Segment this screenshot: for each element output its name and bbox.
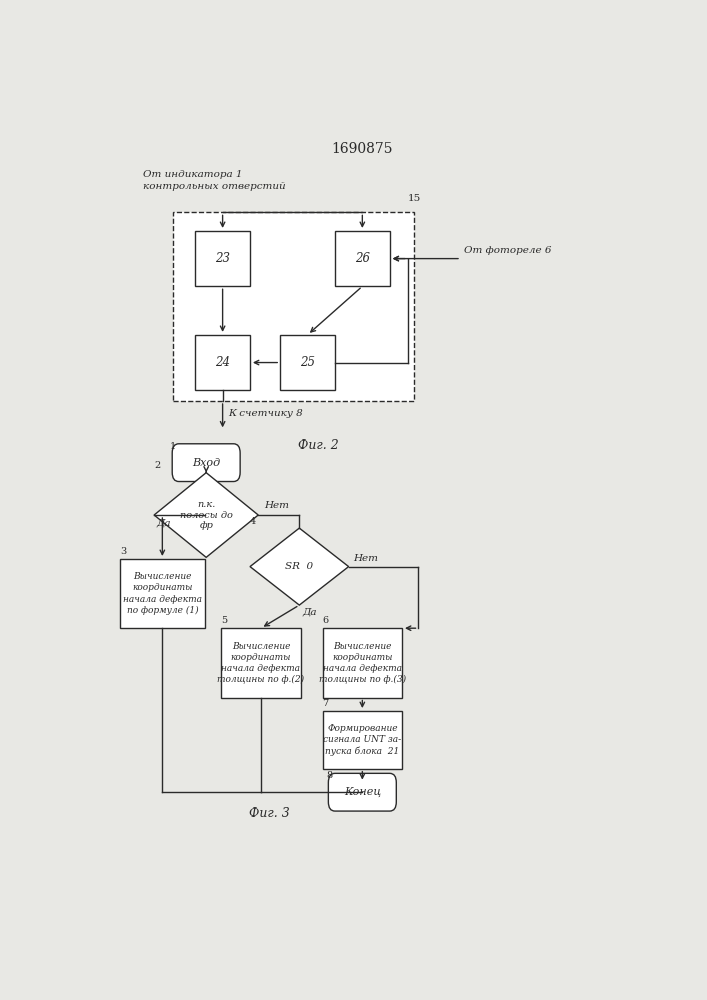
Bar [335,231,390,286]
Text: От фотореле 6: От фотореле 6 [464,246,551,255]
Text: SR  0: SR 0 [285,562,313,571]
Bar [322,711,402,769]
Text: Вычисление
координаты
начала дефекта
толщины по ф.(2): Вычисление координаты начала дефекта тол… [218,642,305,684]
Bar [221,628,300,698]
Text: Вычисление
координаты
начала дефекта
по формуле (1): Вычисление координаты начала дефекта по … [123,572,201,615]
Text: 4: 4 [250,517,256,526]
Text: Да: Да [302,607,317,616]
Text: 25: 25 [300,356,315,369]
Text: 7: 7 [322,699,329,708]
Text: 23: 23 [215,252,230,265]
Text: 1690875: 1690875 [332,142,393,156]
Text: 3: 3 [120,547,126,556]
Text: Нет: Нет [353,554,378,563]
Text: п.к.
полосы до
фр: п.к. полосы до фр [180,500,233,530]
Text: Формирование
сигнала UNT за-
пуска блока  21: Формирование сигнала UNT за- пуска блока… [323,724,402,756]
Bar [195,335,250,390]
Text: Вычисление
координаты
начала дефекта
толщины по ф.(3): Вычисление координаты начала дефекта тол… [319,642,406,684]
Text: Фиг. 2: Фиг. 2 [298,439,339,452]
Text: Фиг. 3: Фиг. 3 [249,807,290,820]
Text: Вход: Вход [192,458,221,468]
Text: Да: Да [157,519,171,528]
FancyBboxPatch shape [173,444,240,482]
FancyBboxPatch shape [328,773,397,811]
Text: 24: 24 [215,356,230,369]
Bar [280,335,335,390]
Text: К счетчику 8: К счетчику 8 [228,409,303,418]
Bar [120,559,205,628]
Text: 26: 26 [355,252,370,265]
Text: Нет: Нет [264,501,288,510]
Text: 15: 15 [408,194,421,203]
Bar [195,231,250,286]
Bar [322,628,402,698]
Text: 1: 1 [170,442,176,451]
Text: Конец: Конец [344,787,381,797]
Text: От индикатора 1
контрольных отверстий: От индикатора 1 контрольных отверстий [144,170,286,191]
Text: 5: 5 [221,616,228,625]
Text: 2: 2 [154,461,160,470]
Polygon shape [154,473,258,557]
Text: 8: 8 [326,771,332,780]
Text: 6: 6 [322,616,329,625]
Bar [173,212,414,401]
Polygon shape [250,528,349,605]
